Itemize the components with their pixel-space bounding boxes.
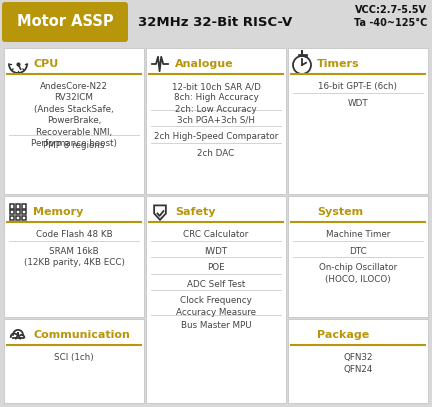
Bar [22, 210, 26, 214]
Text: Communication: Communication [33, 330, 130, 340]
Text: Code Flash 48 KB: Code Flash 48 KB [36, 230, 112, 239]
Bar [4, 319, 144, 403]
Text: Timers: Timers [317, 59, 359, 69]
Text: Package: Package [317, 330, 369, 340]
Bar [146, 48, 286, 194]
Text: Analogue: Analogue [175, 59, 234, 69]
Text: Motor ASSP: Motor ASSP [17, 15, 113, 29]
Text: DTC: DTC [349, 247, 367, 256]
Text: 12-bit 10ch SAR A/D
8ch: High Accuracy
2ch: Low Accuracy: 12-bit 10ch SAR A/D 8ch: High Accuracy 2… [172, 82, 260, 114]
Text: On-chip Oscillator
(HOCO, ILOCO): On-chip Oscillator (HOCO, ILOCO) [319, 263, 397, 284]
Text: Memory: Memory [33, 207, 83, 217]
Text: WDT: WDT [348, 98, 368, 107]
Text: 2ch DAC: 2ch DAC [197, 149, 235, 158]
FancyBboxPatch shape [2, 2, 128, 42]
Text: AndesCore-N22
RV32ICM
(Andes StackSafe,
PowerBrake,
Recoverable NMI,
Performance: AndesCore-N22 RV32ICM (Andes StackSafe, … [31, 82, 117, 148]
Bar [10, 210, 15, 214]
Text: VCC:2.7-5.5V
Ta -40~125°C: VCC:2.7-5.5V Ta -40~125°C [354, 5, 427, 28]
Bar [22, 216, 26, 220]
Text: Safety: Safety [175, 207, 216, 217]
Bar [10, 204, 15, 209]
Bar [4, 48, 144, 194]
Bar [22, 204, 26, 209]
Bar [146, 196, 286, 403]
Text: SRAM 16kB
(12KB parity, 4KB ECC): SRAM 16kB (12KB parity, 4KB ECC) [23, 247, 124, 267]
Bar [4, 196, 144, 317]
Bar [288, 196, 428, 317]
Text: Clock Frequency
Accuracy Measure: Clock Frequency Accuracy Measure [176, 296, 256, 317]
Bar [16, 210, 20, 214]
Text: 32MHz 32-Bit RISC-V: 32MHz 32-Bit RISC-V [138, 15, 292, 28]
Text: 16-bit GPT-E (6ch): 16-bit GPT-E (6ch) [318, 82, 397, 91]
Text: System: System [317, 207, 363, 217]
Text: IWDT: IWDT [204, 247, 228, 256]
Text: CPU: CPU [33, 59, 58, 69]
Text: ADC Self Test: ADC Self Test [187, 280, 245, 289]
Bar [16, 204, 20, 209]
Text: PMP 8 regions: PMP 8 regions [43, 141, 105, 150]
Bar [10, 216, 15, 220]
Bar [288, 48, 428, 194]
Text: 2ch High-Speed Comparator: 2ch High-Speed Comparator [154, 132, 278, 141]
Text: CRC Calculator: CRC Calculator [183, 230, 249, 239]
Text: Machine Timer: Machine Timer [326, 230, 390, 239]
Text: QFN32
QFN24: QFN32 QFN24 [343, 353, 373, 374]
Text: 3ch PGA+3ch S/H: 3ch PGA+3ch S/H [177, 116, 255, 125]
Bar [288, 319, 428, 403]
Bar [16, 216, 20, 220]
Text: POE: POE [207, 263, 225, 272]
Text: Bus Master MPU: Bus Master MPU [181, 321, 251, 330]
Text: SCI (1ch): SCI (1ch) [54, 353, 94, 362]
